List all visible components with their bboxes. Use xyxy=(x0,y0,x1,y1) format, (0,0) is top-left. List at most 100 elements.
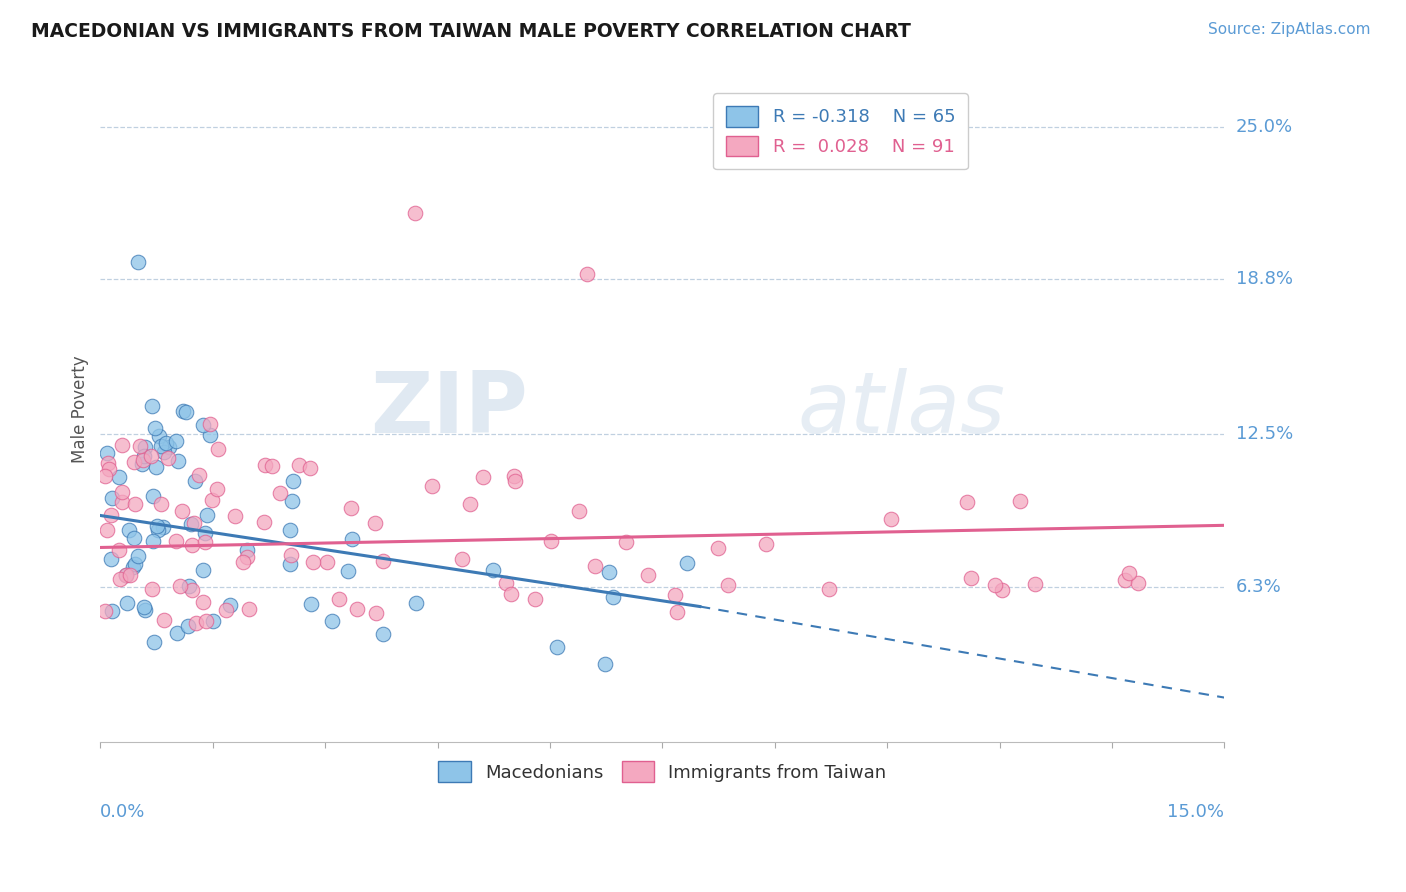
Point xyxy=(165,534,187,549)
Point xyxy=(219,598,242,612)
Point xyxy=(155,436,177,450)
Point xyxy=(111,438,134,452)
Point xyxy=(122,531,145,545)
Point xyxy=(172,504,194,518)
Point xyxy=(180,582,202,597)
Point xyxy=(1126,575,1149,590)
Point xyxy=(100,552,122,566)
Point xyxy=(232,555,254,569)
Point xyxy=(157,451,180,466)
Point xyxy=(366,606,388,620)
Point xyxy=(524,591,547,606)
Point xyxy=(340,500,363,515)
Point xyxy=(101,604,124,618)
Point xyxy=(176,619,198,633)
Point xyxy=(818,582,841,596)
Point xyxy=(502,468,524,483)
Point xyxy=(499,587,522,601)
Point xyxy=(191,562,214,576)
Point xyxy=(124,497,146,511)
Point xyxy=(984,578,1007,592)
Point xyxy=(124,557,146,571)
Point xyxy=(141,399,163,413)
Point xyxy=(184,475,207,489)
Point xyxy=(583,558,606,573)
Point xyxy=(281,474,304,488)
Point xyxy=(132,453,155,467)
Point xyxy=(503,475,526,489)
Point xyxy=(614,534,637,549)
Point xyxy=(194,535,217,549)
Point xyxy=(602,591,624,605)
Point xyxy=(371,627,394,641)
Point xyxy=(299,597,322,611)
Point xyxy=(134,441,156,455)
Point xyxy=(110,573,132,587)
Point xyxy=(107,543,129,558)
Point xyxy=(134,603,156,617)
Point xyxy=(287,458,309,472)
Point xyxy=(142,489,165,503)
Point xyxy=(706,541,728,555)
Point xyxy=(956,495,979,509)
Point xyxy=(111,495,134,509)
Point xyxy=(145,459,167,474)
Point xyxy=(253,458,276,472)
Point xyxy=(143,421,166,435)
Point xyxy=(262,458,284,473)
Point xyxy=(321,615,343,629)
Point xyxy=(94,469,117,483)
Point xyxy=(1008,494,1031,508)
Point xyxy=(546,640,568,655)
Point xyxy=(184,616,207,631)
Point xyxy=(991,582,1014,597)
Point xyxy=(200,427,222,442)
Point xyxy=(235,549,257,564)
Point xyxy=(96,523,118,537)
Point xyxy=(134,450,156,464)
Point xyxy=(675,556,697,570)
Point xyxy=(146,519,169,533)
Point xyxy=(637,567,659,582)
Point xyxy=(195,615,218,629)
Point xyxy=(346,602,368,616)
Point xyxy=(576,268,599,282)
Point xyxy=(269,485,291,500)
Point xyxy=(458,497,481,511)
Point xyxy=(180,516,202,531)
Point xyxy=(404,206,426,220)
Text: Source: ZipAtlas.com: Source: ZipAtlas.com xyxy=(1208,22,1371,37)
Text: 12.5%: 12.5% xyxy=(1236,425,1294,443)
Text: 25.0%: 25.0% xyxy=(1236,118,1292,136)
Point xyxy=(373,554,395,568)
Point xyxy=(238,601,260,615)
Point xyxy=(198,417,221,432)
Point xyxy=(149,440,172,454)
Point xyxy=(115,568,138,582)
Point xyxy=(420,479,443,493)
Point xyxy=(235,543,257,558)
Point xyxy=(960,571,983,585)
Point xyxy=(143,634,166,648)
Point xyxy=(316,555,339,569)
Point xyxy=(150,497,173,511)
Point xyxy=(141,582,163,596)
Y-axis label: Male Poverty: Male Poverty xyxy=(72,356,89,464)
Point xyxy=(188,467,211,482)
Point xyxy=(132,600,155,615)
Point xyxy=(755,537,778,551)
Point xyxy=(127,549,149,563)
Text: 6.3%: 6.3% xyxy=(1236,578,1281,596)
Point xyxy=(117,596,139,610)
Point xyxy=(100,508,122,522)
Text: atlas: atlas xyxy=(797,368,1005,451)
Point xyxy=(122,560,145,574)
Point xyxy=(114,568,136,582)
Point xyxy=(127,255,149,269)
Point xyxy=(481,563,503,577)
Point xyxy=(202,614,225,628)
Point xyxy=(340,532,363,546)
Point xyxy=(120,567,142,582)
Point xyxy=(207,442,229,456)
Point xyxy=(94,604,117,618)
